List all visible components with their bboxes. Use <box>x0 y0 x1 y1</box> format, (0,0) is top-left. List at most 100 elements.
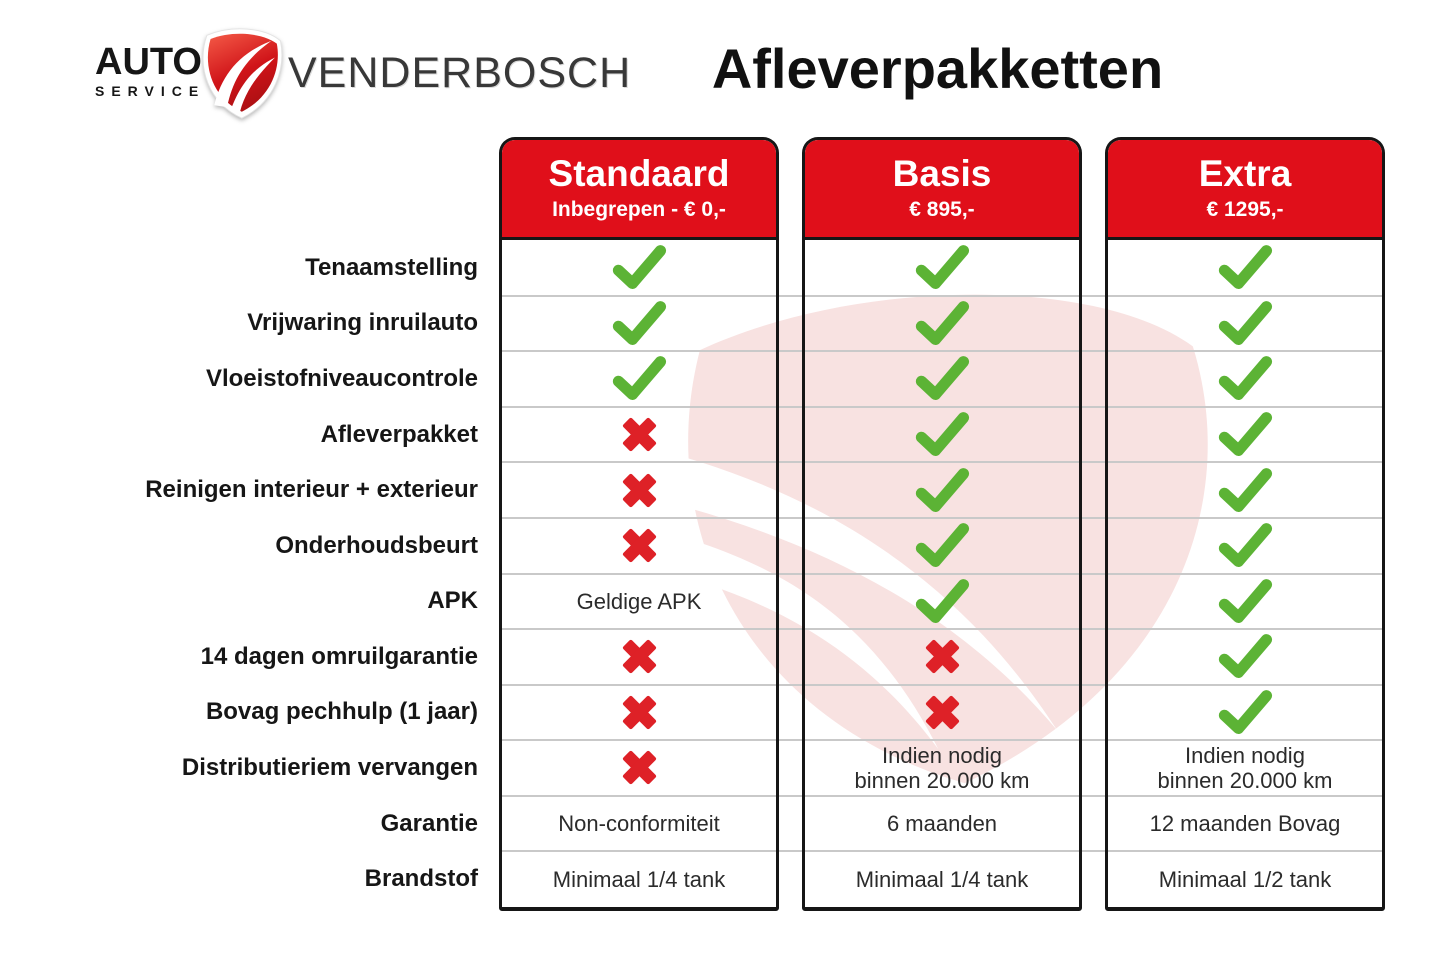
row-label: Bovag pechhulp (1 jaar) <box>205 698 478 726</box>
cell-text: Geldige APK <box>576 588 702 614</box>
row-divider-line <box>499 461 1385 464</box>
table-cell <box>1108 462 1382 518</box>
table-cell <box>502 685 776 741</box>
column-header-basis: Basis € 895,- <box>805 140 1079 240</box>
check-icon <box>915 523 970 568</box>
row-divider-line <box>499 294 1385 297</box>
row-divider-line <box>499 516 1385 519</box>
row-label: Reinigen interieur + exterieur <box>145 476 478 504</box>
table-cell <box>502 351 776 407</box>
logo-auto-text: AUTO <box>95 41 202 83</box>
package-column-standaard: Standaard Inbegrepen - € 0,- Geldige APK <box>499 137 779 911</box>
cell-text: Minimaal 1/2 tank <box>1158 866 1332 892</box>
table-cell: Geldige APK <box>502 573 776 629</box>
cell-text: 12 maanden Bovag <box>1149 810 1341 836</box>
check-icon <box>915 412 970 456</box>
brand-name-text: VENDERBOSCH <box>288 49 632 97</box>
column-name: Basis <box>892 153 992 194</box>
check-icon <box>612 245 667 290</box>
check-icon <box>1218 300 1273 345</box>
table-cell <box>1108 407 1382 463</box>
table-cell: Minimaal 1/4 tank <box>502 851 776 907</box>
column-price: € 895,- <box>909 198 975 221</box>
logo-service-text: SERVICE <box>95 83 206 100</box>
column-body: Indien nodig binnen 20.000 km 6 maanden Mi… <box>805 240 1079 907</box>
cross-icon <box>622 751 656 785</box>
table-cell <box>805 629 1079 685</box>
table-cell: Indien nodig binnen 20.000 km <box>805 740 1079 796</box>
row-divider-line <box>499 683 1385 686</box>
table-cell <box>502 629 776 685</box>
package-column-extra: Extra € 1295,- Indien nodig binnen 20.00… <box>1105 137 1385 911</box>
row-label: Onderhoudsbeurt <box>275 531 478 559</box>
table-cell <box>805 685 1079 741</box>
table-cell <box>502 407 776 463</box>
cell-text: Indien nodig binnen 20.000 km <box>854 742 1030 793</box>
check-icon <box>1218 467 1273 512</box>
table-cell <box>1108 518 1382 574</box>
logo-badge-icon <box>202 28 283 119</box>
cell-text: Non-conformiteit <box>558 810 720 836</box>
column-price: Inbegrepen - € 0,- <box>552 198 726 221</box>
table-cell <box>805 462 1079 518</box>
row-label: Afleverpakket <box>320 420 478 448</box>
check-icon <box>612 356 667 401</box>
cross-icon <box>622 417 656 452</box>
table-cell <box>805 240 1079 296</box>
row-label: APK <box>427 587 478 615</box>
table-cell <box>502 518 776 574</box>
table-cell <box>1108 240 1382 296</box>
table-cell <box>502 240 776 296</box>
table-cell: Indien nodig binnen 20.000 km <box>1108 740 1382 796</box>
table-cell: Minimaal 1/4 tank <box>805 851 1079 907</box>
check-icon <box>915 245 970 290</box>
row-divider-line <box>499 628 1385 631</box>
table-cell <box>805 407 1079 463</box>
cell-text: Indien nodig binnen 20.000 km <box>1157 742 1333 793</box>
check-icon <box>1218 690 1273 734</box>
table-cell <box>805 351 1079 407</box>
check-icon <box>1218 578 1273 623</box>
page-title: Afleverpakketten <box>711 37 1164 100</box>
table-cell: 6 maanden <box>805 796 1079 852</box>
check-icon <box>1218 356 1273 401</box>
check-icon <box>612 300 667 345</box>
check-icon <box>1218 523 1273 568</box>
cross-icon <box>622 529 656 563</box>
table-cell <box>805 296 1079 352</box>
table-cell <box>805 518 1079 574</box>
row-label: Distributieriem vervangen <box>181 753 478 781</box>
cell-text: Minimaal 1/4 tank <box>855 866 1029 892</box>
row-label: Garantie <box>380 809 478 837</box>
row-labels-column: Tenaamstelling Vrijwaring inruilauto Vloei… <box>0 240 478 907</box>
cell-text: Minimaal 1/4 tank <box>552 866 726 892</box>
table-cell: Minimaal 1/2 tank <box>1108 851 1382 907</box>
table-cell <box>502 740 776 796</box>
cross-icon <box>622 473 656 507</box>
row-divider-line <box>499 850 1385 853</box>
cross-icon <box>622 640 656 674</box>
table-cell <box>502 296 776 352</box>
table-cell <box>805 573 1079 629</box>
check-icon <box>915 467 970 512</box>
cross-icon <box>622 695 656 729</box>
row-divider-line <box>499 350 1385 353</box>
cross-icon <box>925 640 959 674</box>
row-label: Brandstof <box>364 865 478 893</box>
row-label: Vrijwaring inruilauto <box>247 309 478 337</box>
row-label: Vloeistofniveaucontrole <box>205 364 478 392</box>
table-cell <box>1108 296 1382 352</box>
cross-icon <box>925 695 959 729</box>
table-cell <box>1108 351 1382 407</box>
check-icon <box>1218 412 1273 456</box>
table-cell: 12 maanden Bovag <box>1108 796 1382 852</box>
row-divider-line <box>499 405 1385 408</box>
cell-text: 6 maanden <box>886 810 998 836</box>
row-divider-line <box>499 794 1385 797</box>
column-body: Indien nodig binnen 20.000 km 12 maanden … <box>1108 240 1382 907</box>
row-divider-line <box>499 739 1385 742</box>
row-label: 14 dagen omruilgarantie <box>200 642 478 670</box>
table-cell <box>1108 629 1382 685</box>
table-cell <box>502 462 776 518</box>
